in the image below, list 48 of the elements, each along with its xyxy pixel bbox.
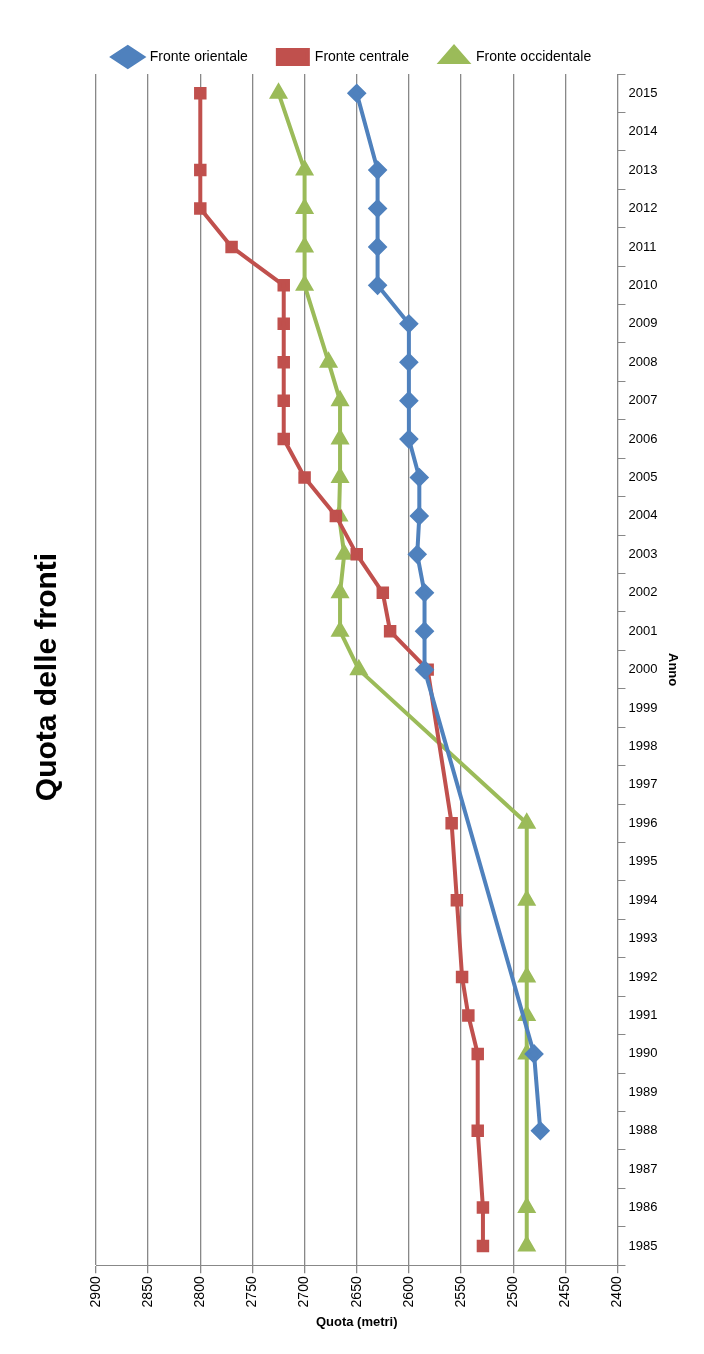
y-tick-label: 2013 xyxy=(628,161,658,177)
x-tick-label: 2900 xyxy=(86,1276,103,1308)
legend-label: Fronte centrale xyxy=(314,47,410,64)
y-tick-label: 2003 xyxy=(628,545,658,561)
y-tick-label: 1986 xyxy=(628,1199,658,1215)
y-tick-label: 2009 xyxy=(628,315,658,331)
y-tick-label: 2007 xyxy=(628,392,658,408)
y-tick-label: 2008 xyxy=(628,353,658,369)
y-tick-label: 1997 xyxy=(628,776,658,792)
y-tick-label: 1985 xyxy=(628,1237,658,1253)
y-tick-label: 1990 xyxy=(628,1045,658,1061)
x-tick-label: 2800 xyxy=(191,1276,208,1308)
y-tick-label: 1999 xyxy=(628,699,658,715)
legend-label: Fronte orientale xyxy=(149,47,249,64)
y-tick-label: 2000 xyxy=(628,661,658,677)
y-tick-label: 1987 xyxy=(628,1160,658,1176)
y-tick-label: 1993 xyxy=(628,930,658,946)
x-tick-label: 2450 xyxy=(556,1276,573,1308)
y-tick-label: 2002 xyxy=(628,584,658,600)
y-tick-label: 2015 xyxy=(628,84,658,100)
x-axis-title: Quota (metri) xyxy=(315,1313,398,1329)
y-tick-label: 1995 xyxy=(628,853,658,869)
y-tick-label: 1988 xyxy=(628,1122,658,1138)
x-tick-label: 2400 xyxy=(608,1276,625,1308)
y-tick-label: 1996 xyxy=(628,814,658,830)
x-tick-label: 2550 xyxy=(451,1276,468,1308)
y-tick-label: 2011 xyxy=(628,238,657,254)
legend-label: Fronte occidentale xyxy=(476,47,592,64)
x-tick-label: 2650 xyxy=(347,1276,364,1308)
y-tick-label: 1989 xyxy=(628,1083,658,1099)
y-tick-label: 2006 xyxy=(628,430,658,446)
y-tick-label: 2012 xyxy=(628,200,658,216)
x-tick-label: 2600 xyxy=(399,1276,416,1308)
y-tick-label: 2005 xyxy=(628,469,658,485)
y-tick-label: 2004 xyxy=(628,507,658,523)
y-tick-label: 1992 xyxy=(628,968,658,984)
x-tick-label: 2850 xyxy=(139,1276,156,1308)
y-tick-label: 1998 xyxy=(628,738,658,754)
y-tick-label: 1994 xyxy=(628,891,658,907)
y-tick-label: 2014 xyxy=(628,123,658,139)
text: Quota delle fronti xyxy=(29,552,63,802)
x-tick-label: 2500 xyxy=(504,1276,521,1308)
y-tick-label: 2001 xyxy=(628,622,658,638)
y-tick-label: 1991 xyxy=(628,1007,658,1023)
x-tick-label: 2750 xyxy=(243,1276,260,1308)
x-tick-label: 2700 xyxy=(295,1276,312,1308)
y-axis-title: Anno xyxy=(665,653,681,687)
y-tick-label: 2010 xyxy=(628,276,658,292)
